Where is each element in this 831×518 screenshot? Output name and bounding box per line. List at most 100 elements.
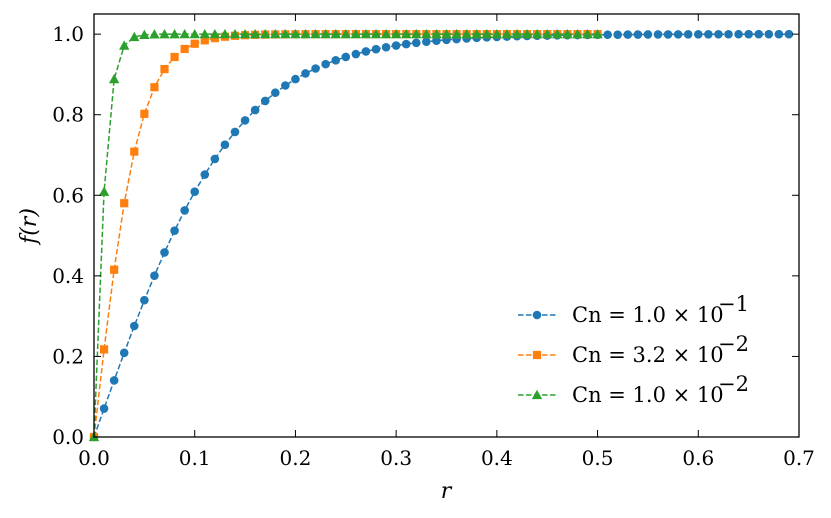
data-point <box>330 28 341 39</box>
data-point <box>180 44 189 54</box>
data-point <box>291 74 300 84</box>
series-layer <box>88 28 794 442</box>
data-point <box>592 28 603 39</box>
data-point <box>160 64 169 74</box>
data-point <box>511 28 523 39</box>
x-tick-label: 0.2 <box>280 446 312 470</box>
x-tick-label: 0.7 <box>783 446 815 470</box>
y-tick-label: 0.6 <box>52 183 84 207</box>
data-point <box>209 28 221 39</box>
y-tick-label: 0.8 <box>52 103 84 127</box>
data-point <box>724 29 733 39</box>
legend-exponent: −2 <box>718 372 749 396</box>
data-point <box>110 265 119 274</box>
data-point <box>491 28 503 39</box>
data-point <box>190 39 199 48</box>
data-point <box>653 30 663 39</box>
data-point <box>249 28 261 39</box>
legend-label: Cn = 1.0 × 10 <box>572 383 724 407</box>
data-point <box>774 29 784 39</box>
data-point <box>140 295 149 305</box>
data-point <box>260 28 271 39</box>
legend-marker <box>532 310 542 320</box>
ticks-layer: 0.0 0.1 0.2 0.3 0.4 0.5 0.6 0.7 0.0 0.2 0.4 0.6 0.8 1… <box>52 14 815 470</box>
data-point <box>99 404 109 413</box>
data-point <box>270 28 281 39</box>
data-point <box>250 105 260 115</box>
data-point <box>139 29 150 39</box>
data-point <box>331 56 341 65</box>
legend-label: Cn = 1.0 × 10 <box>572 303 724 327</box>
data-point <box>422 37 431 46</box>
data-point <box>401 39 411 49</box>
data-point <box>432 36 441 45</box>
data-point <box>673 30 683 39</box>
data-point <box>351 49 361 59</box>
data-point <box>501 28 513 39</box>
x-tick-label: 0.6 <box>682 446 714 470</box>
data-point <box>361 47 371 56</box>
data-point <box>140 109 149 118</box>
data-point <box>200 36 209 45</box>
data-point <box>734 29 743 39</box>
data-point <box>381 42 391 52</box>
y-tick-label: 1.0 <box>52 22 84 46</box>
data-point <box>119 348 129 358</box>
legend-item: Cn = 1.0 × 10−2 <box>518 372 749 407</box>
data-point <box>98 186 110 196</box>
data-point <box>270 88 280 98</box>
data-point <box>99 345 109 354</box>
data-point <box>360 28 372 39</box>
data-point <box>531 28 543 39</box>
data-point <box>401 28 412 39</box>
data-point <box>220 140 230 150</box>
data-point <box>683 30 693 39</box>
data-point <box>441 28 452 39</box>
data-point <box>411 38 421 48</box>
data-point <box>714 29 723 39</box>
data-point <box>350 28 362 39</box>
data-point <box>693 30 703 39</box>
data-point <box>451 28 462 39</box>
data-point <box>260 96 270 106</box>
data-point <box>170 226 179 235</box>
legend-item: Cn = 1.0 × 10−1 <box>518 292 749 327</box>
legend-item: Cn = 3.2 × 10−2 <box>518 332 749 367</box>
data-point <box>320 28 331 39</box>
data-point <box>481 28 492 39</box>
data-point <box>542 28 553 39</box>
data-point <box>582 28 593 39</box>
series-line <box>93 33 789 438</box>
data-point <box>744 29 753 39</box>
plot-frame <box>93 13 800 438</box>
data-point <box>371 44 381 54</box>
y-tick-label: 0.2 <box>52 344 84 368</box>
legend-exponent: −2 <box>718 332 749 356</box>
data-point <box>411 28 422 39</box>
x-tick-label: 0.5 <box>582 446 614 470</box>
data-point <box>461 28 472 39</box>
data-point <box>130 147 139 156</box>
data-point <box>150 271 159 280</box>
data-point <box>552 28 563 39</box>
data-point <box>471 28 482 39</box>
data-point <box>150 83 159 92</box>
data-point <box>230 127 240 137</box>
x-tick-label: 0.3 <box>380 446 412 470</box>
data-point <box>380 28 392 39</box>
data-point <box>129 31 140 42</box>
data-point <box>149 29 160 39</box>
y-axis-label: f(r) <box>17 208 42 246</box>
data-point <box>190 187 200 197</box>
data-point <box>159 28 170 39</box>
data-point <box>179 28 190 39</box>
data-point <box>311 64 320 73</box>
data-point <box>421 28 432 39</box>
data-point <box>109 376 119 385</box>
legend-exponent: −1 <box>718 292 749 316</box>
data-point <box>633 30 643 39</box>
data-point <box>370 28 382 39</box>
data-point <box>663 30 673 39</box>
